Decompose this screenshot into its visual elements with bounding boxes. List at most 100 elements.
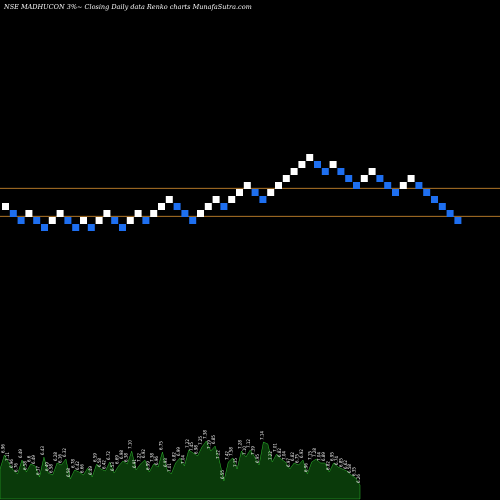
renko-brick-down xyxy=(181,210,189,217)
volume-value-label: 7.11 xyxy=(5,452,10,461)
volume-value-label: 6.82 xyxy=(325,461,330,470)
volume-value-label: 6.95 xyxy=(330,452,335,461)
volume-value-label: 6.58 xyxy=(66,468,71,477)
volume-value-label: 6.42 xyxy=(101,460,106,469)
volume-value-label: 6.92 xyxy=(141,449,146,458)
volume-value-label: 6.85 xyxy=(211,435,216,444)
volume-value-label: 6.58 xyxy=(22,461,27,470)
renko-brick-down xyxy=(438,203,446,210)
renko-brick-up xyxy=(103,210,111,217)
volume-value-label: 6.97 xyxy=(286,458,291,467)
volume-value-label: 7.04 xyxy=(316,452,321,461)
volume-value-label: 6.82 xyxy=(290,452,295,461)
volume-value-label: 7.01 xyxy=(167,463,172,472)
volume-value-label: 6.37 xyxy=(36,466,41,475)
volume-value-label: 6.93 xyxy=(163,458,168,467)
volume-value-label: 6.26 xyxy=(356,474,361,483)
renko-brick-up xyxy=(290,168,298,175)
volume-value-label: 7.39 xyxy=(251,446,256,455)
renko-brick-up xyxy=(165,196,173,203)
volume-value-label: 6.28 xyxy=(53,452,58,461)
volume-value-label: 6.85 xyxy=(338,458,343,467)
renko-brick-down xyxy=(251,189,259,196)
renko-brick-up xyxy=(407,175,415,182)
renko-brick-up xyxy=(25,210,33,217)
volume-value-label: 6.98 xyxy=(194,445,199,454)
renko-brick-up xyxy=(150,210,158,217)
volume-value-label: 7.22 xyxy=(268,451,273,460)
volume-value-label: 6.58 xyxy=(49,464,54,473)
renko-bricks xyxy=(2,154,462,231)
volume-value-label: 6.78 xyxy=(71,459,76,468)
renko-brick-down xyxy=(87,224,95,231)
renko-brick-up xyxy=(197,210,204,217)
renko-brick-down xyxy=(392,189,399,196)
volume-value-label: 7.25 xyxy=(198,436,203,445)
volume-labels: 7.396.967.116.966.766.496.586.66.496.376… xyxy=(0,430,361,483)
chart-title: NSE MADHUCON 3%~ Closing Daily data Renk… xyxy=(3,3,252,11)
renko-brick-down xyxy=(431,196,438,203)
volume-value-label: 6.49 xyxy=(18,449,23,458)
volume-value-label: 6.59 xyxy=(93,453,98,462)
renko-brick-up xyxy=(282,175,290,182)
renko-brick-down xyxy=(321,168,329,175)
renko-brick-down xyxy=(259,196,267,203)
volume-value-label: 6.16 xyxy=(57,454,62,463)
volume-value-label: 6.49 xyxy=(88,466,93,475)
volume-value-label: 6.32 xyxy=(62,448,67,457)
volume-value-label: 6.96 xyxy=(0,444,5,453)
volume-value-label: 6.76 xyxy=(14,463,19,472)
renko-brick-down xyxy=(337,168,345,175)
volume-value-label: 6.53 xyxy=(110,462,115,471)
renko-brick-up xyxy=(95,217,103,224)
volume-value-label: 7.12 xyxy=(246,439,251,448)
volume-value-label: 6.42 xyxy=(75,461,80,470)
volume-value-label: 6.38 xyxy=(123,453,128,462)
volume-value-label: 7.38 xyxy=(202,430,207,439)
volume-value-label: 6.92 xyxy=(299,449,304,458)
volume-value-label: 6.95 xyxy=(255,454,260,463)
volume-value-label: 6.6 xyxy=(27,455,32,462)
renko-brick-down xyxy=(64,217,72,224)
renko-brick-up xyxy=(158,203,165,210)
renko-brick-up xyxy=(329,161,337,168)
volume-value-label: 7.04 xyxy=(281,451,286,460)
volume-value-label: 6.89 xyxy=(321,452,326,461)
volume-value-label: 6.55 xyxy=(220,470,225,479)
volume-area-path xyxy=(0,440,361,500)
volume-value-label: 7.28 xyxy=(237,440,242,449)
renko-brick-down xyxy=(446,210,454,217)
renko-brick-down xyxy=(33,217,41,224)
renko-brick-down xyxy=(384,182,392,189)
renko-brick-down xyxy=(314,161,321,168)
volume-value-label: 6.58 xyxy=(347,464,352,473)
volume-value-label: 6.82 xyxy=(277,448,282,457)
renko-brick-up xyxy=(360,175,368,182)
volume-value-label: 7.22 xyxy=(185,439,190,448)
volume-value-label: 6.99 xyxy=(145,461,150,470)
renko-brick-up xyxy=(298,161,306,168)
renko-brick-down xyxy=(189,217,197,224)
renko-brick-up xyxy=(243,182,251,189)
renko-brick-down xyxy=(454,217,462,224)
renko-brick-up xyxy=(56,210,64,217)
volume-value-label: 6.98 xyxy=(119,450,124,459)
volume-value-label: 7.10 xyxy=(242,446,247,455)
volume-value-label: 7.38 xyxy=(150,453,155,462)
volume-value-label: 7.39 xyxy=(0,458,1,467)
renko-brick-down xyxy=(376,175,384,182)
volume-value-label: 6.49 xyxy=(44,462,49,471)
volume-value-label: 6.96 xyxy=(303,463,308,472)
renko-brick-down xyxy=(220,203,228,210)
volume-value-label: 6.72 xyxy=(106,451,111,460)
renko-brick-up xyxy=(368,168,376,175)
volume-value-label: 6.35 xyxy=(352,467,357,476)
volume-value-label: 7.14 xyxy=(259,431,264,440)
volume-value-label: 6.62 xyxy=(343,460,348,469)
renko-brick-up xyxy=(306,154,314,161)
volume-value-label: 7.19 xyxy=(207,440,212,449)
renko-brick-up xyxy=(2,203,9,210)
renko-brick-down xyxy=(41,224,48,231)
renko-brick-down xyxy=(345,175,353,182)
